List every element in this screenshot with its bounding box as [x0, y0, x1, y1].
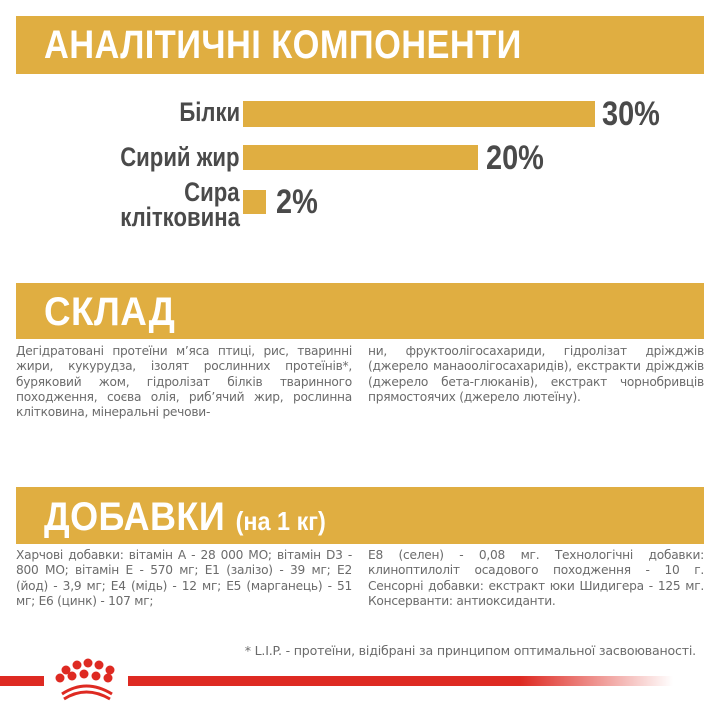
additives-header-band: ДОБАВКИ (на 1 кг)	[16, 487, 704, 544]
composition-text-col2: ни, фруктоолігосахариди, гідролізат дріж…	[368, 344, 704, 404]
value-fiber: 2%	[276, 183, 318, 221]
composition-title: СКЛАД	[44, 290, 176, 334]
value-protein: 30%	[602, 95, 660, 133]
additives-title: ДОБАВКИ (на 1 кг)	[44, 495, 326, 543]
value-fat: 20%	[486, 139, 544, 177]
composition-text-col1: Дегідратовані протеїни м’яса птиці, рис,…	[16, 344, 352, 420]
bar-fiber	[243, 190, 266, 214]
additives-title-main: ДОБАВКИ	[44, 495, 226, 539]
analytical-header-band: АНАЛІТИЧНІ КОМПОНЕНТИ	[16, 16, 704, 74]
footnote: * L.I.P. - протеїни, відібрані за принци…	[244, 643, 696, 658]
composition-header-band: СКЛАД	[16, 283, 704, 339]
additives-title-sub: (на 1 кг)	[235, 506, 326, 536]
additives-text-col1: Харчові добавки: вітамін A - 28 000 МО; …	[16, 548, 352, 608]
row-label-protein: Білки	[179, 97, 240, 127]
row-label-fiber-line1: Сира	[184, 177, 240, 207]
row-label-fat: Сирий жир	[120, 142, 240, 172]
crown-icon	[50, 658, 122, 704]
bar-protein	[243, 101, 595, 127]
brand-red-line-right	[128, 676, 673, 686]
brand-red-line-left	[0, 676, 44, 686]
bar-fat	[243, 145, 478, 170]
analytical-title: АНАЛІТИЧНІ КОМПОНЕНТИ	[44, 23, 522, 67]
row-label-fiber-line2: клітковина	[120, 202, 240, 232]
additives-text-col2: E8 (селен) - 0,08 мг. Технологічні добав…	[368, 548, 704, 608]
